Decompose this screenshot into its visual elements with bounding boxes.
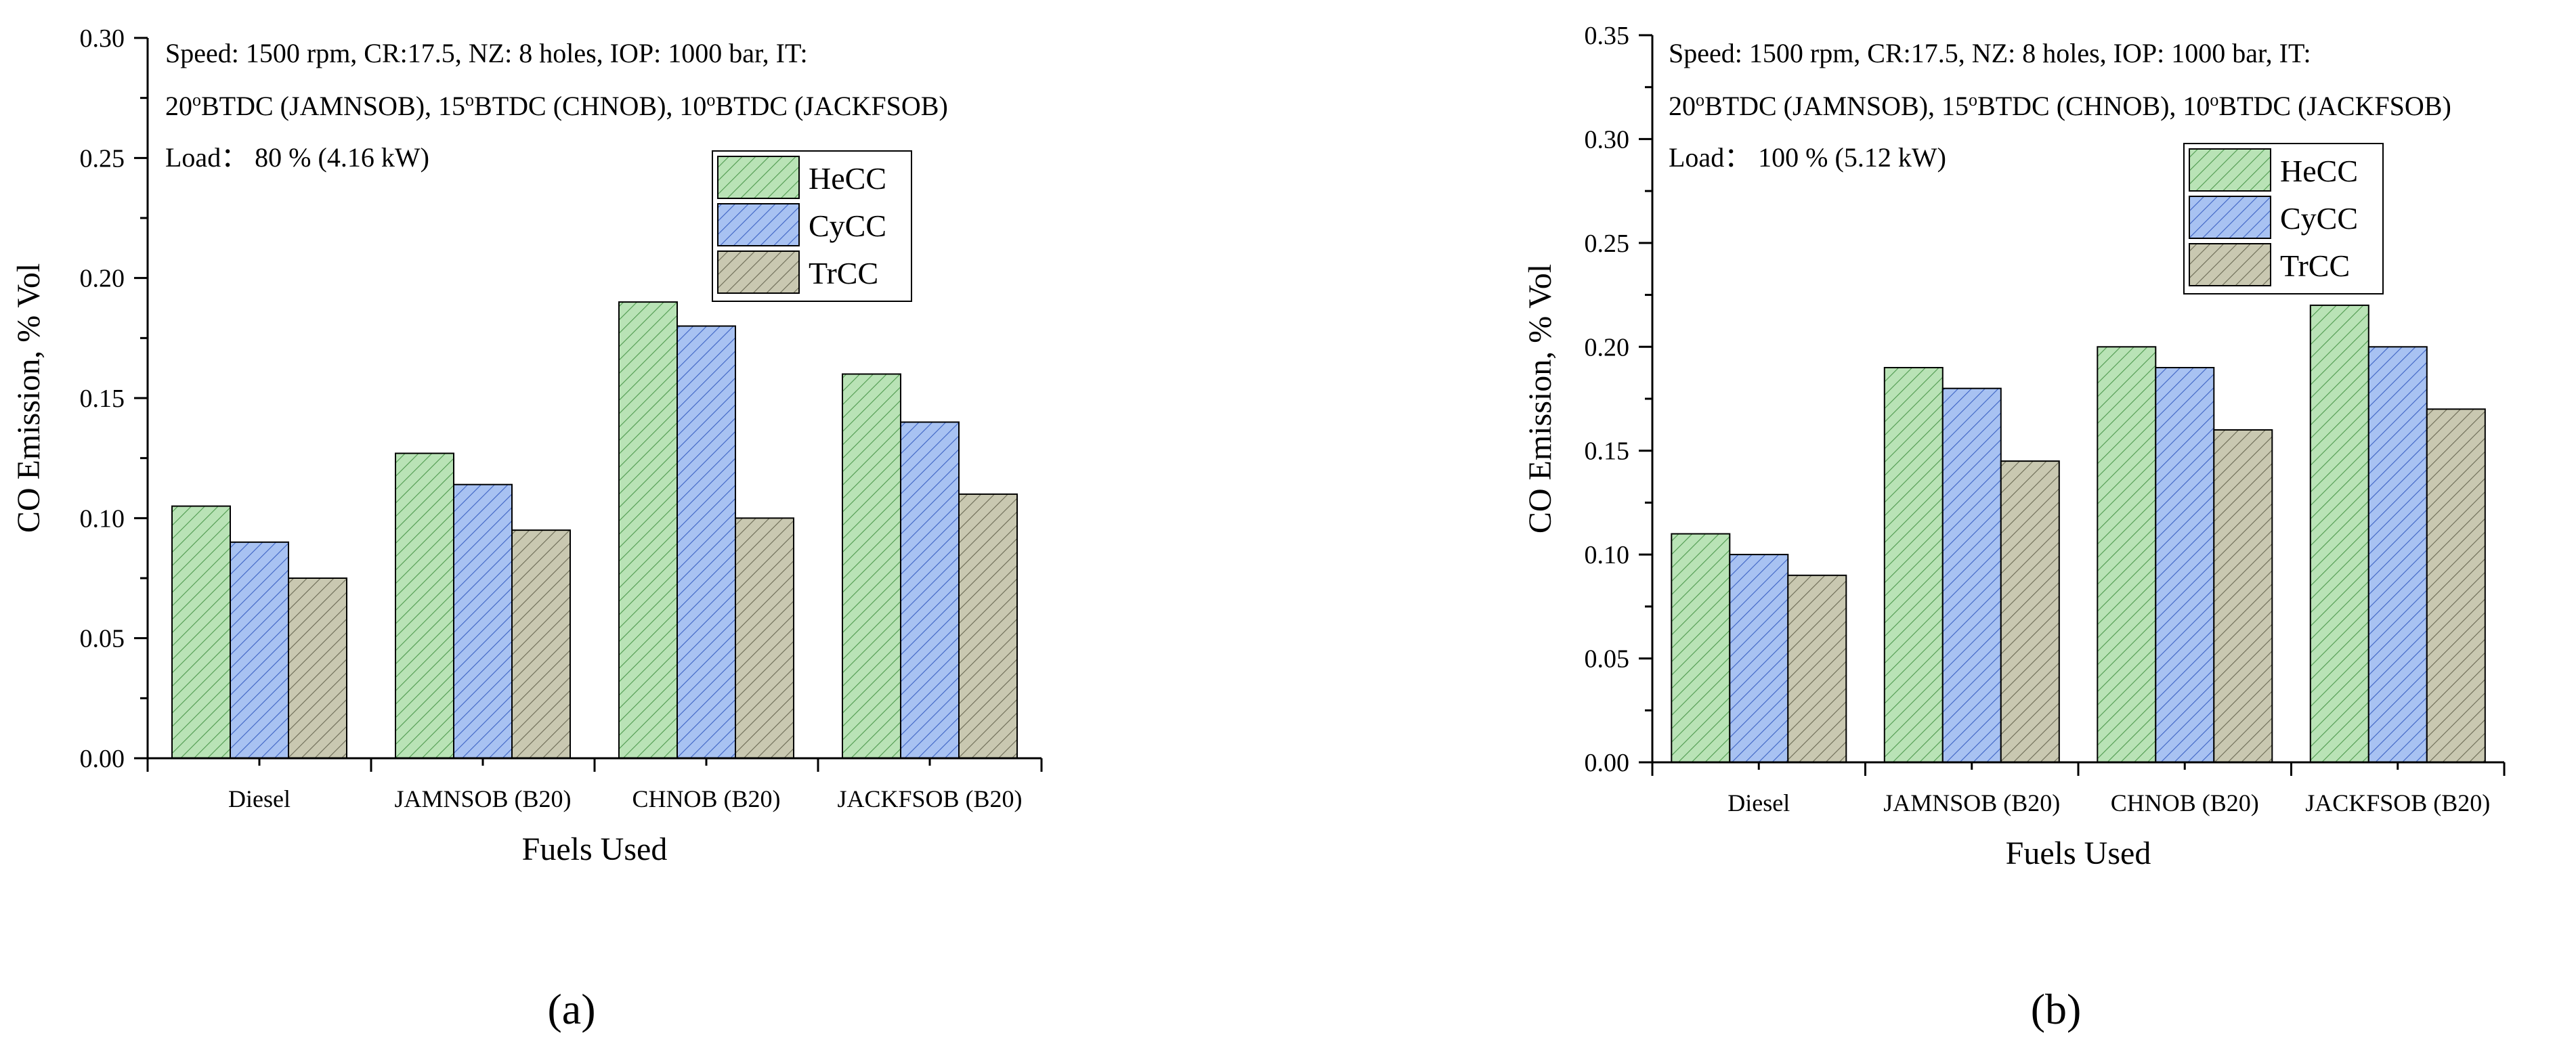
x-tick-label-b: Diesel: [1727, 789, 1790, 816]
plot-area-a: 0.00 0.05 0.10 0.15 0.20 0.25 0.30 Diesel JAMNSO…: [11, 24, 1043, 867]
y-axis-title-b: CO Emission, % Vol: [1522, 264, 1558, 533]
legend-label-hecc-b: HeCC: [2280, 154, 2358, 188]
legend-a: HeCC CyCC TrCC: [712, 150, 912, 302]
y-tick-label-a: 0.20: [80, 265, 125, 293]
bar-cycc-a-1: [453, 483, 513, 759]
legend-swatch-hecc-a: [717, 156, 800, 199]
y-tick-label-b: 0.30: [1585, 125, 1630, 154]
y-tick-label-b: 0.20: [1585, 333, 1630, 362]
y-tick-label-b: 0.05: [1585, 645, 1630, 674]
bar-trcc-b-3: [2426, 408, 2486, 763]
chart-panel-b: Speed: 1500 rpm, CR:17.5, NZ: 8 holes, I…: [1522, 22, 2506, 1033]
panel-label-b: (b): [2031, 985, 2082, 1033]
bar-trcc-b-1: [2000, 460, 2060, 763]
bar-trcc-b-0: [1787, 574, 1847, 763]
y-tick-label-a: 0.15: [80, 385, 125, 413]
legend-label-hecc-a: HeCC: [809, 161, 886, 196]
annotation-a-line1: Speed: 1500 rpm, CR:17.5, NZ: 8 holes, I…: [165, 38, 808, 68]
x-axis-title-a: Fuels Used: [522, 831, 668, 867]
annotation-a-line3: Load： 80 % (4.16 kW): [165, 142, 429, 173]
y-tick-label-b: 0.10: [1585, 541, 1630, 569]
bar-hecc-b-1: [1883, 367, 1944, 763]
y-tick-label-a: 0.25: [80, 144, 125, 173]
legend-label-trcc-a: TrCC: [809, 256, 878, 290]
x-tick-label-a: JACKFSOB (B20): [837, 785, 1022, 812]
y-tick-label-b: 0.35: [1585, 22, 1630, 50]
bar-trcc-a-1: [511, 529, 571, 759]
legend-label-trcc-b: TrCC: [2280, 248, 2350, 283]
bar-hecc-a-2: [618, 301, 678, 760]
y-tick-label-b: 0.25: [1585, 230, 1630, 258]
bar-cycc-a-0: [230, 541, 289, 759]
y-axis-title-a: CO Emission, % Vol: [11, 263, 47, 533]
x-tick-label-b: JACKFSOB (B20): [2305, 789, 2490, 816]
y-tick-label-a: 0.10: [80, 504, 125, 533]
bar-cycc-a-3: [900, 421, 960, 759]
annotation-a-line2: 20oBTDC (JAMNSOB), 15oBTDC (CHNOB), 10oB…: [165, 90, 948, 122]
bar-cycc-b-3: [2367, 346, 2428, 763]
bar-cycc-b-2: [2155, 367, 2215, 763]
x-tick-label-a: Diesel: [228, 785, 291, 812]
legend-swatch-hecc-b: [2189, 148, 2271, 192]
y-tick-label-a: 0.00: [80, 745, 125, 773]
bar-hecc-a-1: [395, 452, 454, 759]
legend-swatch-cycc-a: [717, 203, 800, 246]
bar-hecc-b-2: [2097, 346, 2157, 763]
annotation-b-line1: Speed: 1500 rpm, CR:17.5, NZ: 8 holes, I…: [1669, 38, 2311, 68]
legend-swatch-cycc-b: [2189, 196, 2271, 239]
legend-swatch-trcc-a: [717, 250, 800, 294]
y-tick-label-b: 0.15: [1585, 437, 1630, 466]
bar-trcc-a-0: [288, 577, 347, 759]
bar-hecc-b-0: [1671, 533, 1731, 763]
legend-label-cycc-a: CyCC: [809, 209, 886, 243]
x-tick-label-b: JAMNSOB (B20): [1883, 789, 2060, 816]
x-tick-label-b: CHNOB (B20): [2111, 789, 2259, 816]
annotation-a: Speed: 1500 rpm, CR:17.5, NZ: 8 holes, I…: [165, 38, 948, 173]
y-tick-label-b: 0.00: [1585, 749, 1630, 777]
x-tick-label-a: JAMNSOB (B20): [394, 785, 571, 812]
bar-cycc-a-2: [677, 325, 736, 760]
y-tick-label-a: 0.30: [80, 24, 125, 53]
bar-hecc-a-0: [171, 505, 231, 759]
annotation-b-line2: 20oBTDC (JAMNSOB), 15oBTDC (CHNOB), 10oB…: [1669, 90, 2451, 122]
x-axis-title-b: Fuels Used: [2006, 835, 2151, 871]
bar-hecc-b-3: [2309, 304, 2369, 763]
bar-hecc-a-3: [842, 373, 901, 759]
annotation-b: Speed: 1500 rpm, CR:17.5, NZ: 8 holes, I…: [1669, 38, 2451, 173]
bar-cycc-b-1: [1941, 387, 2002, 763]
legend-swatch-trcc-b: [2189, 243, 2271, 286]
annotation-b-line3: Load： 100 % (5.12 kW): [1669, 142, 1946, 173]
y-tick-label-a: 0.05: [80, 625, 125, 653]
chart-panel-a: Speed: 1500 rpm, CR:17.5, NZ: 8 holes, I…: [11, 24, 1043, 1033]
bar-cycc-b-0: [1729, 554, 1789, 763]
bar-trcc-b-2: [2213, 429, 2273, 763]
legend-b: HeCC CyCC TrCC: [2183, 143, 2384, 294]
bar-trcc-a-3: [958, 493, 1018, 760]
bar-trcc-a-2: [735, 517, 794, 759]
panel-label-a: (a): [547, 985, 595, 1033]
plot-area-b: 0.00 0.05 0.10 0.15 0.20 0.25 0.30 0.35 Diesel JA…: [1522, 22, 2506, 871]
legend-label-cycc-b: CyCC: [2280, 201, 2358, 236]
x-tick-label-a: CHNOB (B20): [632, 785, 780, 812]
